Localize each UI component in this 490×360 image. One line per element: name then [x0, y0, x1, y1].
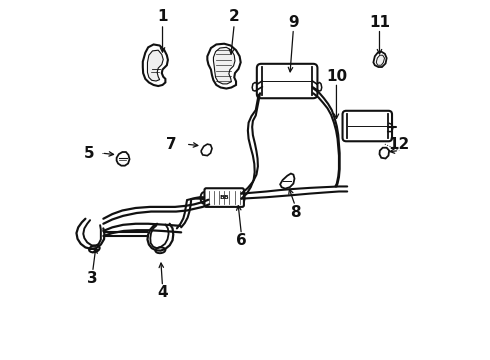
Ellipse shape [155, 247, 166, 253]
FancyBboxPatch shape [257, 64, 318, 98]
Text: 2: 2 [229, 9, 240, 24]
Text: 11: 11 [369, 15, 390, 30]
Polygon shape [280, 174, 294, 189]
Text: 9: 9 [288, 15, 299, 30]
Text: 1: 1 [157, 9, 168, 24]
Ellipse shape [238, 192, 245, 204]
Text: 8: 8 [290, 205, 300, 220]
Ellipse shape [89, 246, 99, 252]
Polygon shape [379, 148, 389, 158]
Polygon shape [201, 144, 212, 156]
Polygon shape [117, 152, 129, 166]
Polygon shape [147, 50, 163, 81]
FancyBboxPatch shape [204, 188, 244, 207]
Text: 7: 7 [166, 137, 177, 152]
Polygon shape [373, 51, 387, 67]
Ellipse shape [200, 192, 207, 204]
Polygon shape [376, 55, 385, 65]
Text: 12: 12 [389, 137, 410, 152]
Polygon shape [207, 44, 241, 89]
Text: 6: 6 [236, 234, 247, 248]
Polygon shape [143, 44, 168, 86]
Text: 4: 4 [157, 285, 168, 301]
FancyBboxPatch shape [343, 111, 392, 141]
Text: 3: 3 [87, 271, 98, 286]
Text: 5: 5 [84, 145, 94, 161]
Text: 10: 10 [326, 68, 347, 84]
Polygon shape [214, 47, 235, 84]
Text: BB: BB [220, 195, 229, 200]
